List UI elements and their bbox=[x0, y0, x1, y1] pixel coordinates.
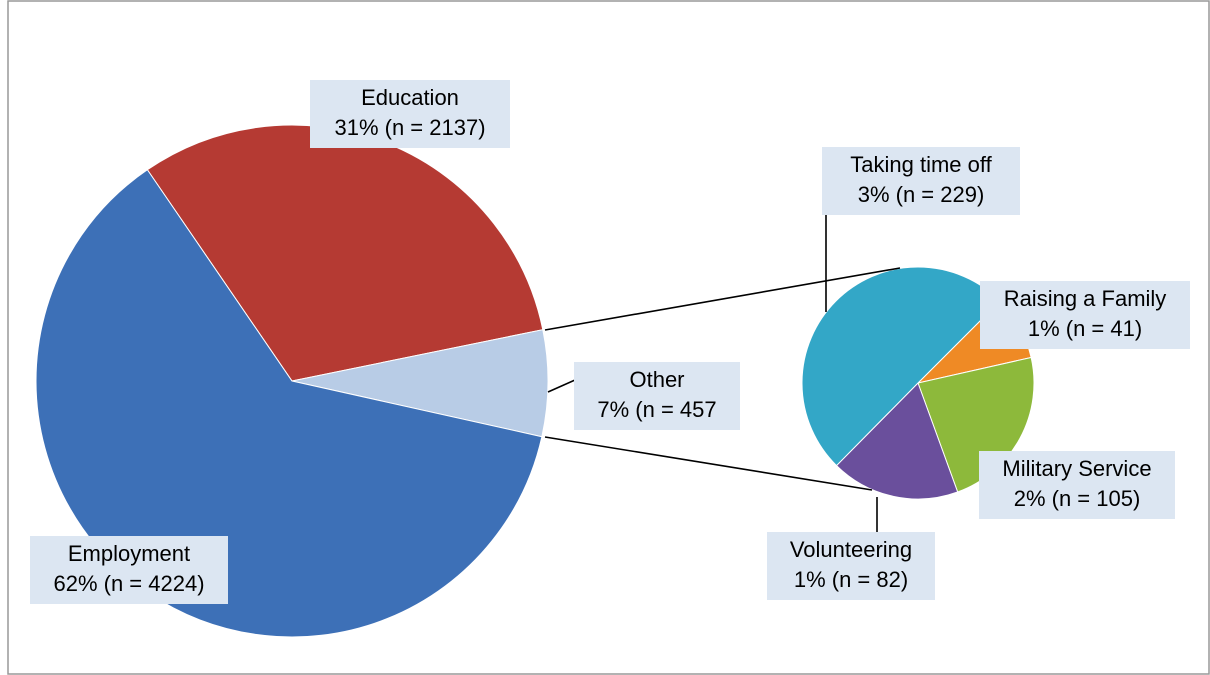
slice-label: Volunteering bbox=[790, 537, 912, 562]
label-box bbox=[767, 532, 935, 600]
slice-label: Military Service bbox=[1002, 456, 1151, 481]
label-box bbox=[574, 362, 740, 430]
slice-label: Raising a Family bbox=[1004, 286, 1167, 311]
labels: Education 31% (n = 2137) Other 7% (n = 457 E… bbox=[30, 80, 1190, 604]
value-label: 31% (n = 2137) bbox=[334, 115, 485, 140]
label-box bbox=[980, 281, 1190, 349]
pie-slice bbox=[291, 329, 549, 438]
label-box bbox=[822, 147, 1020, 215]
slices bbox=[35, 124, 1035, 638]
label-box bbox=[979, 451, 1175, 519]
value-label: 62% (n = 4224) bbox=[53, 571, 204, 596]
value-label: 7% (n = 457 bbox=[597, 397, 716, 422]
value-label: 1% (n = 41) bbox=[1028, 316, 1142, 341]
label-box bbox=[30, 536, 228, 604]
value-label: 2% (n = 105) bbox=[1014, 486, 1141, 511]
connector-line bbox=[544, 436, 873, 491]
connector-line bbox=[544, 267, 901, 331]
label-box bbox=[310, 80, 510, 148]
slice-label: Education bbox=[361, 85, 459, 110]
pie-slice bbox=[835, 382, 959, 500]
slice-label: Taking time off bbox=[850, 152, 992, 177]
leader-line bbox=[547, 379, 576, 393]
chart-frame bbox=[7, 0, 1210, 675]
slice-label: Employment bbox=[68, 541, 190, 566]
slice-label: Other bbox=[629, 367, 684, 392]
value-label: 3% (n = 229) bbox=[858, 182, 985, 207]
value-label: 1% (n = 82) bbox=[794, 567, 908, 592]
pie-slice bbox=[801, 266, 1001, 467]
